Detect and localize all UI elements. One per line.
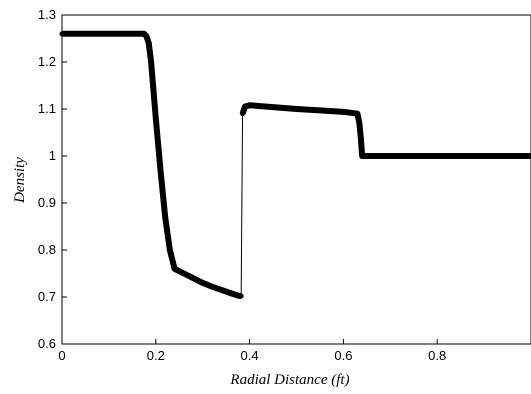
x-tick-label: 0.6 bbox=[334, 348, 352, 363]
y-axis-ticks: 0.6 0.7 0.8 0.9 1 1.1 1.2 1.3 bbox=[38, 7, 67, 351]
y-tick-label: 1.1 bbox=[38, 101, 56, 116]
data-point bbox=[143, 33, 149, 39]
y-tick-label: 0.6 bbox=[38, 336, 56, 351]
x-tick-label: 0.4 bbox=[241, 348, 259, 363]
data-point bbox=[218, 287, 224, 293]
x-tick-label: 0.8 bbox=[428, 348, 446, 363]
density-data-markers bbox=[62, 30, 244, 300]
y-tick-label: 1 bbox=[49, 148, 56, 163]
data-point bbox=[358, 134, 364, 140]
y-axis-title: Density bbox=[12, 157, 28, 204]
data-point bbox=[82, 31, 88, 37]
data-point bbox=[434, 153, 440, 159]
data-point bbox=[238, 293, 244, 299]
data-point bbox=[200, 280, 206, 286]
data-point bbox=[481, 153, 487, 159]
data-point bbox=[153, 115, 159, 121]
x-axis-title: Radial Distance (ft) bbox=[229, 372, 349, 388]
data-point bbox=[148, 59, 154, 65]
y-tick-label: 0.8 bbox=[38, 242, 56, 257]
data-point bbox=[172, 266, 178, 272]
x-axis-ticks: 0 0.2 0.4 0.6 0.8 bbox=[58, 339, 446, 363]
density-series-line bbox=[62, 33, 531, 297]
data-point bbox=[240, 111, 246, 117]
data-point bbox=[129, 31, 135, 37]
data-point bbox=[387, 153, 393, 159]
y-tick-label: 1.3 bbox=[38, 7, 56, 22]
data-point bbox=[146, 40, 152, 46]
data-point bbox=[242, 104, 248, 110]
data-point bbox=[162, 214, 168, 220]
y-tick-label: 0.7 bbox=[38, 289, 56, 304]
plot-area-frame bbox=[61, 14, 531, 345]
series-layer bbox=[59, 30, 531, 300]
data-point bbox=[356, 120, 362, 126]
density-data-markers bbox=[239, 102, 531, 159]
data-point bbox=[317, 107, 323, 113]
data-point bbox=[181, 271, 187, 276]
data-point bbox=[247, 102, 253, 108]
data-point bbox=[106, 31, 112, 37]
data-point bbox=[528, 153, 531, 159]
y-tick-label: 0.9 bbox=[38, 195, 56, 210]
data-point bbox=[354, 111, 360, 117]
data-point bbox=[359, 153, 365, 159]
data-point bbox=[228, 290, 234, 296]
data-point bbox=[340, 109, 346, 115]
data-point bbox=[167, 247, 173, 253]
data-point bbox=[190, 275, 196, 281]
data-point bbox=[59, 31, 65, 37]
x-tick-label: 0 bbox=[58, 348, 65, 363]
data-point bbox=[209, 284, 215, 290]
data-point bbox=[157, 167, 163, 173]
x-tick-label: 0.2 bbox=[147, 348, 165, 363]
data-point bbox=[270, 104, 276, 110]
data-point bbox=[176, 268, 182, 274]
y-tick-label: 1.2 bbox=[38, 54, 56, 69]
data-point bbox=[294, 106, 299, 112]
